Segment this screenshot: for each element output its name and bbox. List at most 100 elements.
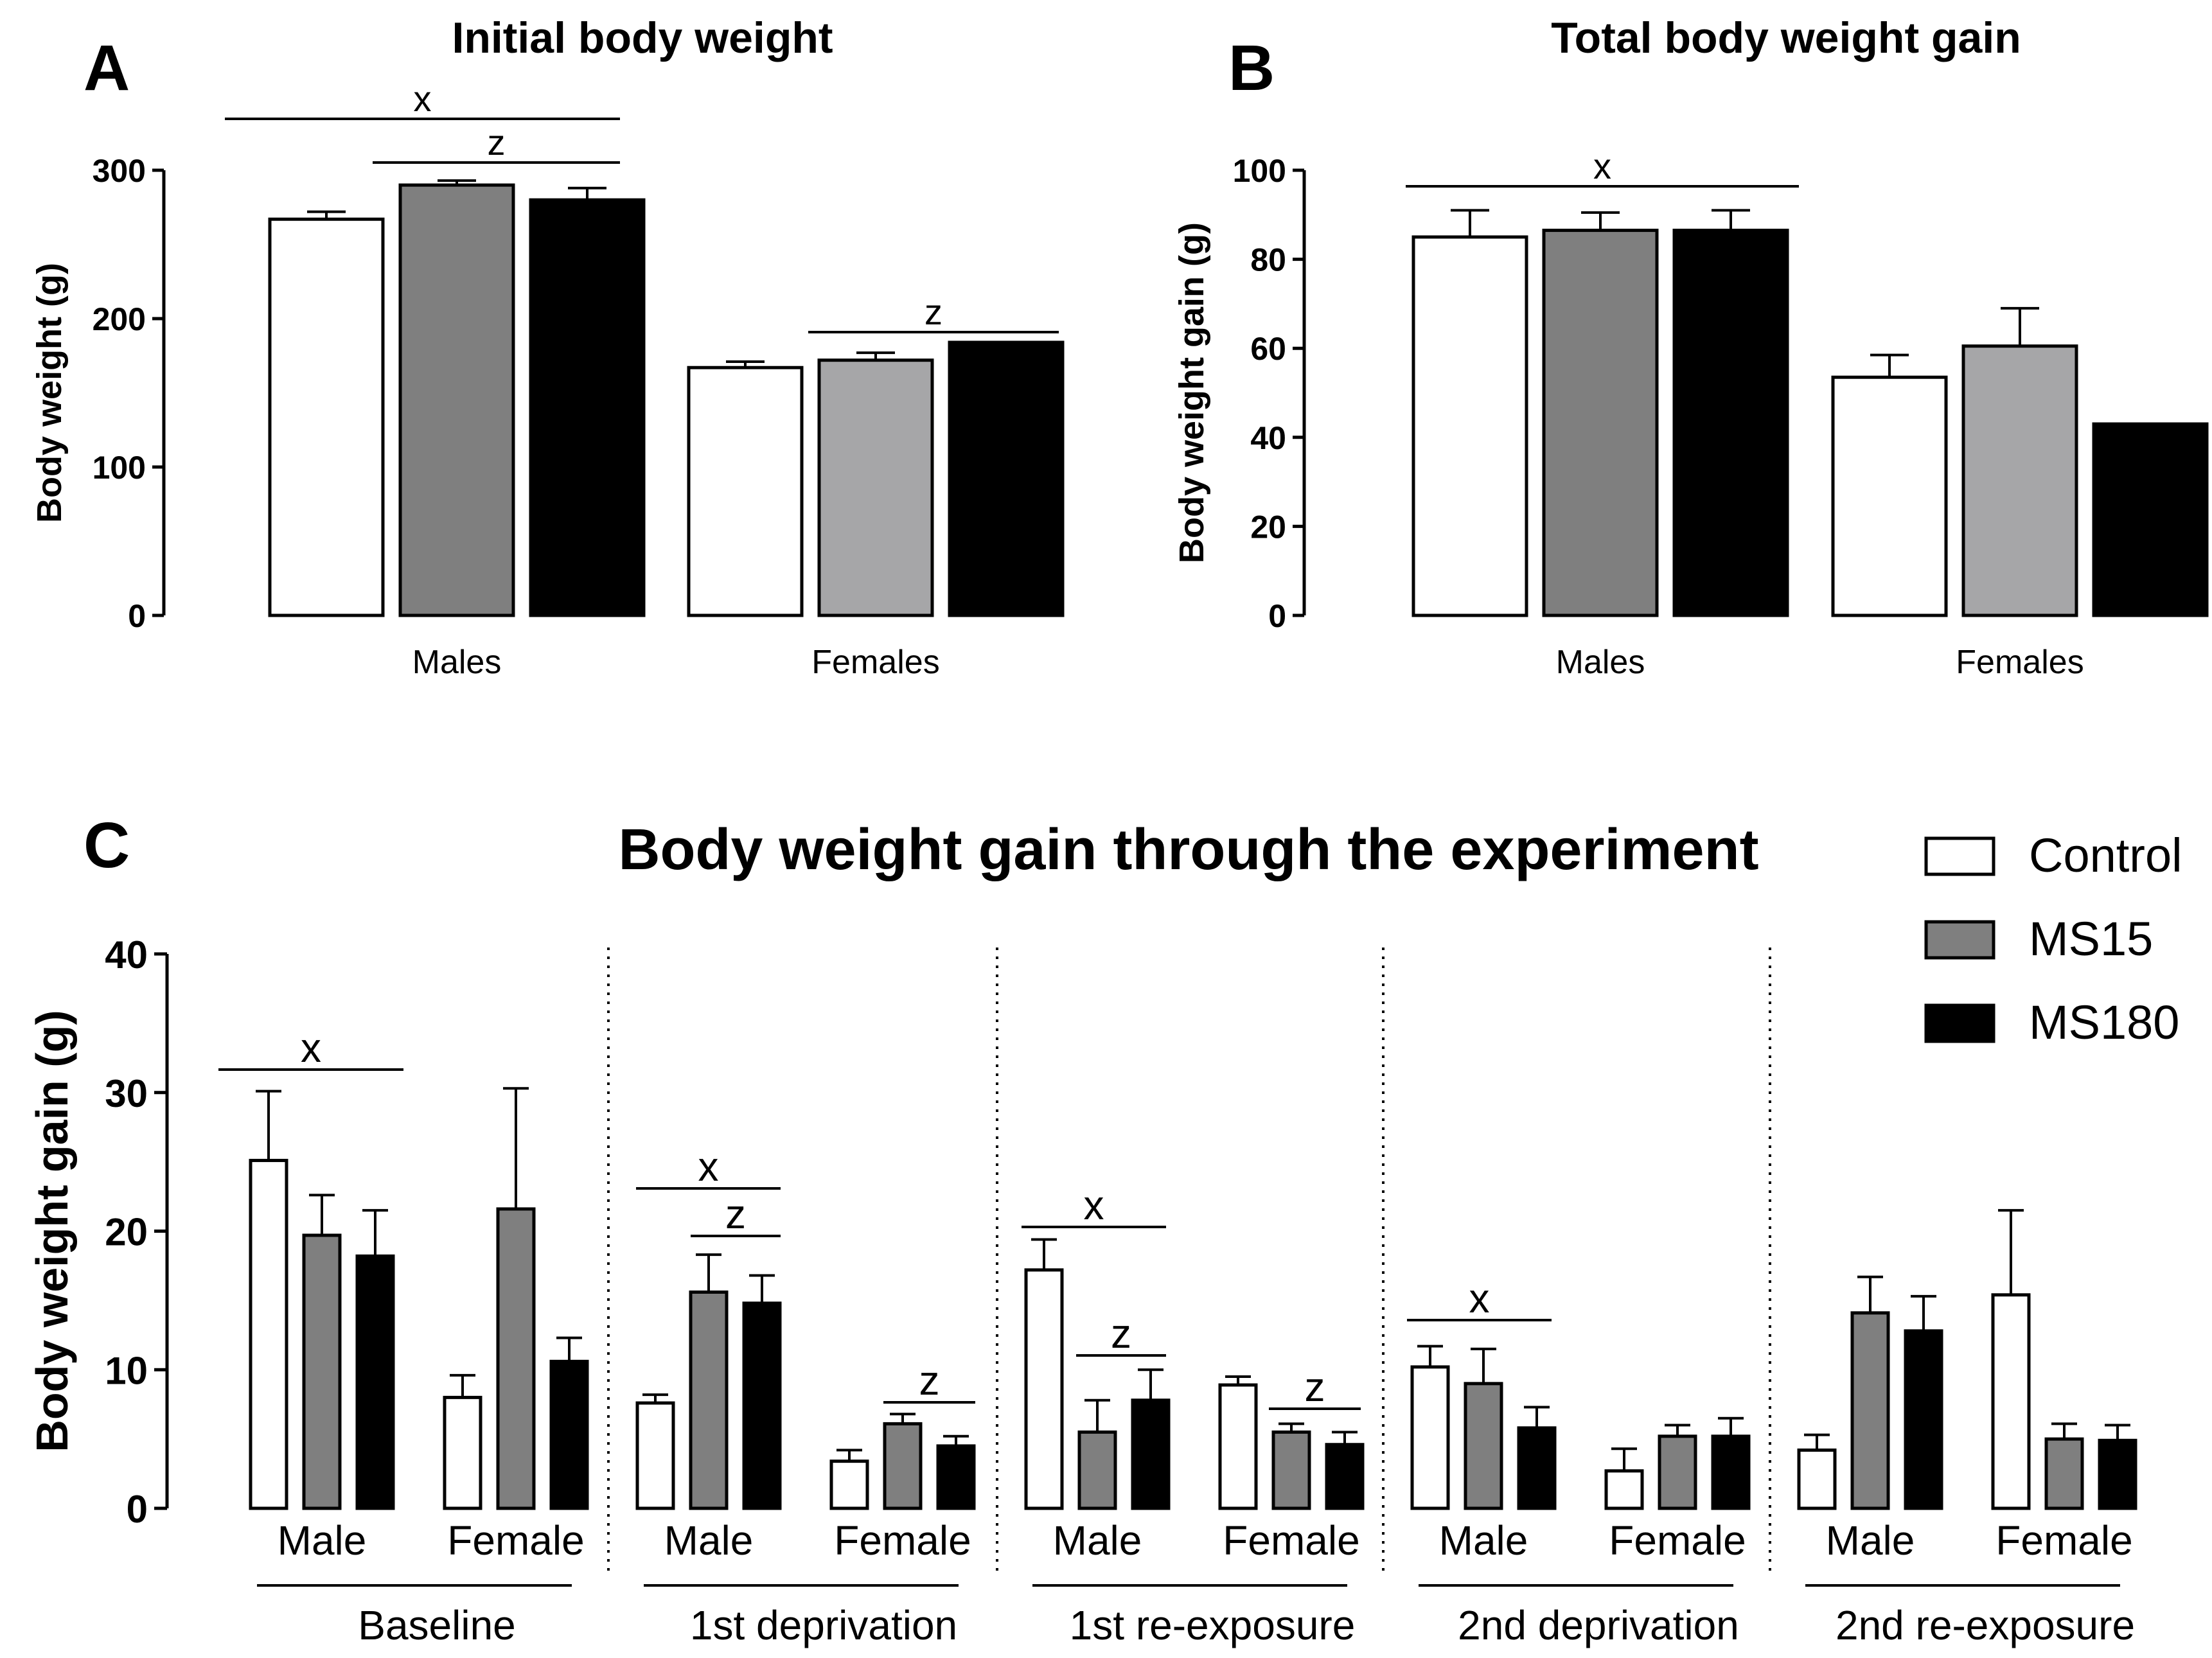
y-axis-label: Body weight gain (g) [1172,222,1211,563]
y-tick-label: 20 [105,1211,148,1254]
bar-ms15-baseline-female [496,1207,536,1510]
period-label: 2nd deprivation [1458,1602,1739,1648]
panel-letter: C [84,809,130,881]
sig-z-label: z [1111,1310,1131,1357]
legend-swatch-control [1924,836,1995,876]
sex-label: Male [1826,1517,1915,1564]
bar-ms180-1st-deprivation-female [936,1444,976,1510]
bar-ms180-2nd-re-exposure-male [1904,1329,1943,1510]
y-tick-label: 80 [1250,242,1286,278]
legend-label-ms180: MS180 [2029,996,2179,1049]
bar-control-1st-re-exposure-male [1024,1268,1064,1510]
sex-label: Female [447,1517,584,1564]
sex-label: Female [1223,1517,1359,1564]
y-tick-label: 60 [1250,331,1286,367]
sig-z-label: z [488,122,506,163]
bar-control-females [1831,375,1948,617]
panel-letter: A [84,32,130,104]
legend-label-ms15: MS15 [2029,912,2153,966]
legend: Control MS15 MS180 [1924,829,2182,1049]
sig-x-label: x [301,1025,321,1071]
sex-label: Male [1439,1517,1528,1564]
bar-control-1st-deprivation-female [829,1460,869,1510]
bar-ms15-1st-deprivation-male [689,1290,729,1510]
y-axis-label: Body weight gain (g) [27,1010,77,1452]
bar-control-males [268,217,385,617]
sex-label: Male [1053,1517,1142,1564]
panel-a: A Initial body weight 0 100 200 300 Body weigh… [30,13,1065,681]
bar-control-males [1411,235,1528,617]
bar-ms15-2nd-deprivation-male [1464,1382,1503,1510]
bar-ms180-females [948,340,1065,617]
y-tick-label: 0 [128,598,146,634]
bar-ms15-females [1961,344,2078,617]
bar-ms180-baseline-female [549,1359,589,1510]
y-tick-label: 40 [1250,420,1286,456]
bar-ms15-females [817,358,934,617]
y-tick-label: 100 [1233,153,1286,189]
bar-ms180-2nd-deprivation-female [1711,1434,1751,1510]
chart-title: Total body weight gain [1551,13,2021,62]
sex-label: Female [1609,1517,1746,1564]
bar-ms180-females [2092,422,2209,617]
sig-x-label: x [1469,1275,1490,1321]
legend-label-control: Control [2029,829,2182,882]
y-tick-label: 300 [93,153,146,189]
y-tick-label: 0 [127,1488,148,1531]
sig-x-label: x [414,78,432,119]
sex-label: Female [1995,1517,2132,1564]
bar-ms15-2nd-re-exposure-male [1850,1311,1890,1510]
sex-label: Male [278,1517,367,1564]
sig-z-label: z [925,292,942,332]
y-tick-label: 40 [105,933,148,976]
bar-ms180-males [529,198,646,617]
y-tick-label: 100 [93,450,146,486]
sig-x-label: x [698,1143,719,1190]
bar-control-2nd-deprivation-female [1604,1469,1644,1510]
bar-ms180-1st-deprivation-male [742,1301,782,1510]
sig-x-label: x [1593,146,1611,186]
bar-control-1st-re-exposure-female [1218,1383,1258,1510]
bar-ms180-2nd-re-exposure-female [2098,1438,2137,1510]
period-label: Baseline [358,1602,516,1648]
x-category-label: Males [412,644,502,681]
bar-control-1st-deprivation-male [635,1401,675,1510]
chart-title: Initial body weight [452,13,833,62]
x-category-label: Males [1556,644,1645,681]
bar-ms15-1st-deprivation-female [883,1422,923,1510]
sig-x-label: x [1084,1182,1104,1228]
sig-z-label: z [919,1357,940,1404]
bar-control-baseline-male [249,1158,288,1510]
bar-ms15-males [1542,229,1659,617]
y-tick-label: 20 [1250,509,1286,545]
bar-ms180-1st-re-exposure-male [1131,1398,1171,1510]
bar-ms15-males [398,183,515,617]
y-tick-label: 0 [1268,598,1286,634]
bar-control-2nd-deprivation-male [1410,1365,1450,1510]
sig-z-label: z [725,1191,746,1237]
bar-ms15-baseline-male [302,1233,342,1510]
legend-swatch-ms15 [1924,920,1995,960]
legend-swatch-ms180 [1924,1003,1995,1043]
x-category-label: Females [1956,644,2084,681]
period-label: 2nd re-exposure [1836,1602,2135,1648]
bar-ms15-2nd-deprivation-female [1658,1434,1697,1510]
y-tick-label: 10 [105,1349,148,1392]
bar-ms180-baseline-male [355,1254,395,1510]
y-axis-label: Body weight (g) [30,263,69,523]
panel-letter: B [1228,32,1275,104]
period-label: 1st deprivation [690,1602,957,1648]
bar-control-baseline-female [443,1395,482,1510]
y-tick-label: 200 [93,301,146,337]
bar-control-females [687,366,804,617]
sex-label: Female [834,1517,971,1564]
bar-ms180-2nd-deprivation-male [1517,1426,1557,1510]
x-category-label: Females [811,644,939,681]
sig-z-label: z [1305,1364,1325,1410]
bar-ms15-1st-re-exposure-female [1271,1430,1311,1510]
period-label: 1st re-exposure [1070,1602,1356,1648]
panel-b: B Total body weight gain 0 20 40 60 80 100 Body … [1172,13,2209,681]
bar-ms15-2nd-re-exposure-female [2044,1437,2084,1510]
bar-control-2nd-re-exposure-female [1991,1293,2031,1510]
